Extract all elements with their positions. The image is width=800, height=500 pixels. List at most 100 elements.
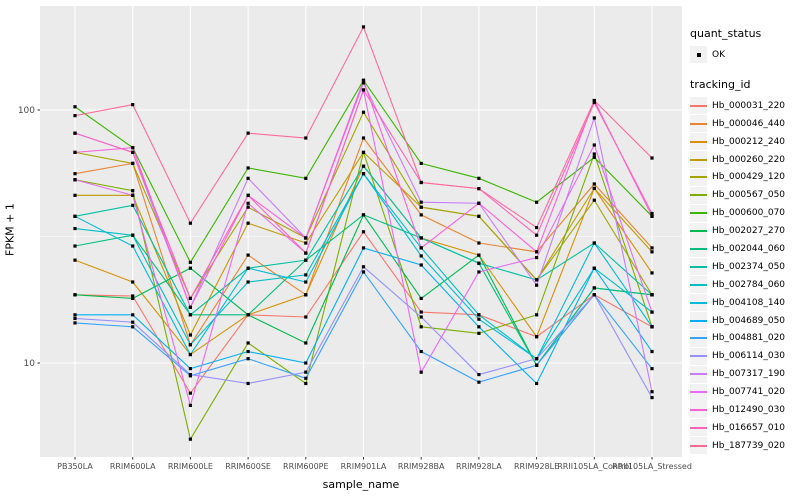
legend-line-icon bbox=[690, 301, 707, 304]
x-tick-label: PB350LA bbox=[57, 462, 93, 471]
legend-line-icon bbox=[690, 176, 707, 179]
legend: quant_status OK tracking_id Hb_000031_22… bbox=[690, 27, 798, 455]
legend-item-label: Hb_007741_020 bbox=[712, 387, 786, 398]
legend-item: Hb_004689_050 bbox=[690, 312, 798, 330]
x-tick-label: RRII105LA_Control bbox=[557, 462, 631, 471]
legend-line-icon bbox=[690, 122, 707, 125]
x-tick-label: RRIM928LE bbox=[514, 462, 559, 471]
legend-key-box bbox=[690, 312, 707, 330]
legend-key-box bbox=[690, 258, 707, 276]
legend-line-icon bbox=[690, 230, 707, 233]
legend-key-box bbox=[690, 383, 707, 401]
legend-item: Hb_004108_140 bbox=[690, 294, 798, 312]
legend-item: Hb_007741_020 bbox=[690, 383, 798, 401]
legend-line-icon bbox=[690, 426, 707, 429]
legend-item-label: Hb_187739_020 bbox=[712, 440, 786, 451]
legend-line-icon bbox=[690, 194, 707, 197]
legend-key-box bbox=[690, 133, 707, 151]
legend-item-label: Hb_004689_050 bbox=[712, 315, 786, 326]
legend-tracking-items: Hb_000031_220 Hb_000046_440 Hb_000212_240 H… bbox=[690, 97, 798, 455]
legend-item-label: Hb_000031_220 bbox=[712, 100, 786, 111]
legend-item: Hb_004881_020 bbox=[690, 329, 798, 347]
x-tick-label: RRIM928LA bbox=[456, 462, 502, 471]
legend-item: Hb_007317_190 bbox=[690, 365, 798, 383]
legend-line-icon bbox=[690, 104, 707, 107]
legend-line-icon bbox=[690, 391, 707, 394]
legend-key-box bbox=[690, 347, 707, 365]
legend-key-box bbox=[690, 437, 707, 455]
legend-line-icon bbox=[690, 444, 707, 447]
legend-line-icon bbox=[690, 319, 707, 322]
legend-line-icon bbox=[690, 355, 707, 358]
legend-key-box bbox=[690, 401, 707, 419]
legend-item: Hb_000260_220 bbox=[690, 151, 798, 169]
legend-item-label: Hb_007317_190 bbox=[712, 369, 786, 380]
legend-quant-status-title: quant_status bbox=[690, 27, 762, 40]
legend-item-label: Hb_002044_060 bbox=[712, 243, 786, 254]
y-tick-label: 10 bbox=[24, 359, 36, 369]
legend-item-label: Hb_002374_050 bbox=[712, 261, 786, 272]
legend-item: Hb_012490_030 bbox=[690, 401, 798, 419]
legend-line-icon bbox=[690, 265, 707, 268]
legend-item-label: Hb_000429_120 bbox=[712, 172, 786, 183]
legend-item: Hb_002027_270 bbox=[690, 222, 798, 240]
y-axis-title: FPKM + 1 bbox=[3, 203, 17, 257]
legend-key-box bbox=[690, 151, 707, 168]
legend-line-icon bbox=[690, 408, 707, 411]
legend-item-ok: OK bbox=[690, 46, 798, 64]
legend-item: Hb_002044_060 bbox=[690, 240, 798, 258]
legend-item-label: Hb_016657_010 bbox=[712, 422, 786, 433]
legend-key-box bbox=[690, 419, 707, 437]
legend-key-box bbox=[690, 329, 707, 347]
legend-item-label: Hb_000046_440 bbox=[712, 118, 786, 129]
legend-tracking-id-title: tracking_id bbox=[690, 77, 751, 91]
legend-item-label: Hb_000212_240 bbox=[712, 136, 786, 147]
x-tick-label: RRII105LA_Stressed bbox=[612, 462, 692, 471]
legend-item: Hb_000046_440 bbox=[690, 115, 798, 133]
legend-item: Hb_016657_010 bbox=[690, 419, 798, 437]
x-tick-label: RRIM901LA bbox=[341, 462, 387, 471]
legend-item: Hb_006114_030 bbox=[690, 347, 798, 365]
x-tick-label: RRIM600SE bbox=[225, 462, 271, 471]
y-tick-label: 100 bbox=[18, 106, 35, 116]
legend-key-box bbox=[690, 168, 707, 186]
legend-key-box bbox=[690, 46, 707, 64]
legend-line-icon bbox=[690, 140, 707, 143]
legend-key-box bbox=[690, 276, 707, 294]
legend-line-icon bbox=[690, 337, 707, 340]
legend-item: Hb_002374_050 bbox=[690, 258, 798, 276]
x-tick-label: RRIM600LE bbox=[168, 462, 213, 471]
x-tick-label: RRIM928BA bbox=[398, 462, 445, 471]
legend-item: Hb_002784_060 bbox=[690, 276, 798, 294]
legend-key-box bbox=[690, 240, 707, 258]
legend-line-icon bbox=[690, 247, 707, 250]
legend-line-icon bbox=[690, 212, 707, 215]
legend-line-icon bbox=[690, 283, 707, 286]
legend-item-label: Hb_004881_020 bbox=[712, 333, 786, 344]
x-tick-label: RRIM600PE bbox=[283, 462, 329, 471]
legend-item: Hb_000212_240 bbox=[690, 133, 798, 151]
legend-line-icon bbox=[690, 158, 707, 161]
legend-item-label: Hb_006114_030 bbox=[712, 351, 786, 362]
x-tick-label: RRIM600LA bbox=[110, 462, 156, 471]
x-axis-title: sample_name bbox=[322, 478, 400, 491]
legend-ok-label: OK bbox=[712, 49, 725, 60]
legend-line-icon bbox=[690, 373, 707, 376]
legend-item: Hb_000031_220 bbox=[690, 97, 798, 115]
legend-item-label: Hb_012490_030 bbox=[712, 404, 786, 415]
legend-key-box bbox=[690, 186, 707, 204]
legend-key-box bbox=[690, 365, 707, 383]
legend-item: Hb_187739_020 bbox=[690, 437, 798, 455]
legend-key-box bbox=[690, 222, 707, 240]
legend-item: Hb_000600_070 bbox=[690, 204, 798, 222]
legend-item-label: Hb_002784_060 bbox=[712, 279, 786, 290]
legend-key-box bbox=[690, 115, 707, 133]
legend-key-box bbox=[690, 204, 707, 222]
legend-item-label: Hb_004108_140 bbox=[712, 297, 786, 308]
legend-key-box bbox=[690, 294, 707, 312]
legend-item-label: Hb_002027_270 bbox=[712, 226, 786, 237]
legend-item: Hb_000429_120 bbox=[690, 168, 798, 186]
point-marker-icon bbox=[696, 52, 701, 57]
